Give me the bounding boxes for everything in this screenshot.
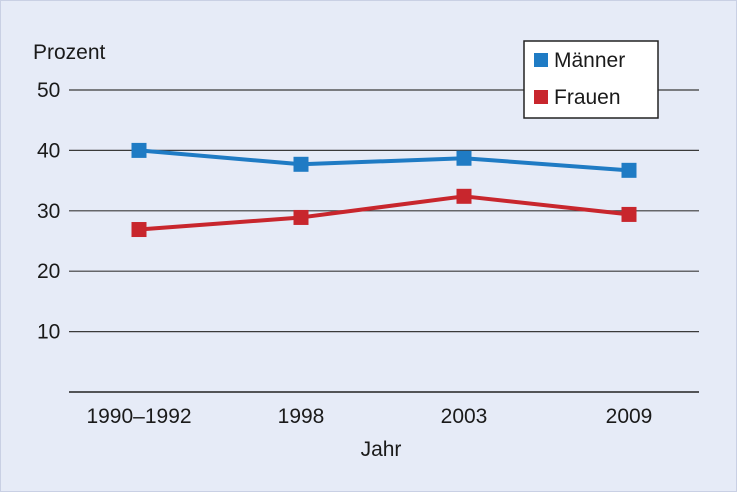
- legend-label: Frauen: [554, 86, 621, 109]
- data-point-männer: [456, 150, 472, 166]
- y-tick-label: 30: [37, 200, 60, 223]
- x-tick-label: 2009: [606, 405, 653, 428]
- legend-swatch: [534, 90, 548, 104]
- series-line-männer: [138, 148, 630, 173]
- series-group: [131, 142, 637, 238]
- y-tick-label: 40: [37, 139, 60, 162]
- gridlines: [69, 89, 699, 333]
- x-tick-labels: 1990–1992 1998 2003 2009: [86, 405, 652, 428]
- data-point-frauen: [621, 206, 637, 222]
- y-tick-label: 50: [37, 79, 60, 102]
- data-point-männer: [621, 162, 637, 178]
- data-point-männer: [293, 156, 309, 172]
- x-tick-label: 1990–1992: [86, 405, 191, 428]
- y-axis-label: Prozent: [33, 41, 106, 64]
- x-tick-label: 1998: [278, 405, 325, 428]
- data-point-männer: [131, 142, 147, 158]
- legend-label: Männer: [554, 49, 625, 72]
- series-line-frauen: [138, 194, 630, 232]
- data-point-frauen: [456, 188, 472, 204]
- y-tick-labels: 10 20 30 40 50: [37, 79, 60, 344]
- x-tick-label: 2003: [441, 405, 488, 428]
- y-tick-label: 20: [37, 260, 60, 283]
- legend-swatch: [534, 53, 548, 67]
- data-point-frauen: [131, 222, 147, 238]
- legend: Männer Frauen: [523, 40, 659, 119]
- x-axis-label: Jahr: [361, 438, 402, 461]
- data-point-frauen: [293, 209, 309, 225]
- y-tick-label: 10: [37, 321, 60, 344]
